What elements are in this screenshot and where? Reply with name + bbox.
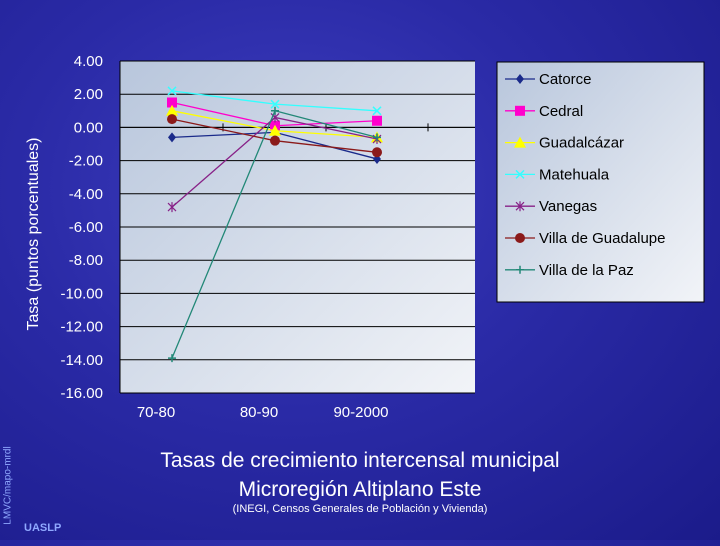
data-point (372, 115, 382, 126)
data-point (515, 169, 525, 179)
data-point (516, 74, 524, 84)
series-villa-de-la-paz (168, 106, 381, 363)
data-point (515, 105, 525, 116)
data-point (166, 104, 178, 116)
data-point (515, 233, 525, 243)
legend-label: Guadalcázar (539, 135, 624, 152)
y-tick-label: 2.00 (74, 86, 103, 103)
y-tick-label: -10.00 (60, 285, 103, 302)
y-axis-label: Tasa (puntos porcentuales) (25, 138, 42, 331)
y-tick-label: -12.00 (60, 319, 103, 336)
y-tick-label: -8.00 (69, 252, 103, 269)
data-point (514, 136, 526, 148)
data-point (167, 97, 177, 108)
data-point (167, 114, 177, 125)
chart-subtitle: Microregión Altiplano Este (238, 478, 482, 501)
legend-item: Vanegas (505, 198, 597, 215)
x-tick-label: 70-80 (137, 404, 175, 421)
legend-label: Cedral (539, 103, 583, 120)
legend-item: Catorce (505, 71, 592, 88)
organization-label: UASLP (24, 522, 62, 534)
y-tick-label: 4.00 (74, 53, 103, 70)
data-point (269, 124, 281, 136)
y-tick-label: -6.00 (69, 219, 103, 236)
chart-note: (INEGI, Censos Generales de Población y … (232, 503, 488, 515)
series-villa-de-guadalupe (167, 114, 382, 158)
legend-item: Villa de la Paz (505, 262, 634, 279)
legend-label: Villa de la Paz (539, 262, 634, 279)
data-point (372, 106, 382, 116)
legend-box (496, 61, 705, 303)
data-point (270, 135, 280, 146)
data-point (167, 202, 177, 213)
data-point (515, 201, 525, 212)
legend-label: Villa de Guadalupe (539, 230, 666, 247)
x-tick-label: 90-2000 (333, 404, 388, 421)
data-point (168, 354, 176, 363)
data-point (516, 265, 524, 274)
credit-text: LMVC/mapo-mrdl (2, 446, 14, 525)
legend-item: Cedral (505, 103, 583, 120)
legend-label: Catorce (539, 71, 592, 88)
series-vanegas (167, 112, 382, 213)
data-point (373, 133, 381, 142)
data-point (372, 147, 382, 158)
legend-item: Guadalcázar (505, 135, 624, 152)
legend-label: Matehuala (539, 166, 610, 183)
data-point (271, 106, 279, 115)
series-matehuala (167, 86, 382, 116)
legend-label: Vanegas (539, 198, 597, 215)
y-tick-label: -16.00 (60, 385, 103, 402)
legend-item: Matehuala (505, 166, 610, 183)
y-tick-label: -2.00 (69, 153, 103, 170)
data-point (270, 99, 280, 109)
x-tick-label: 80-90 (240, 404, 278, 421)
y-tick-label: 0.00 (74, 119, 103, 136)
data-point (168, 132, 176, 143)
y-tick-label: -14.00 (60, 352, 103, 369)
y-tick-label: -4.00 (69, 186, 103, 203)
chart-title: Tasas de crecimiento intercensal municip… (160, 449, 560, 472)
data-point (167, 86, 177, 96)
legend-item: Villa de Guadalupe (505, 230, 666, 247)
